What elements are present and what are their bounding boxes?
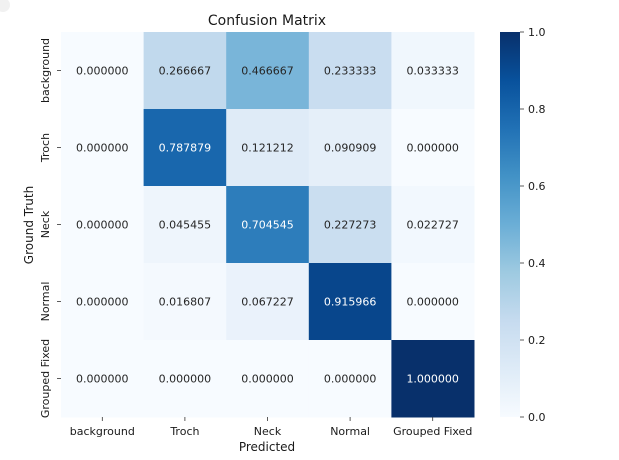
cell-value-label: 0.000000	[76, 65, 129, 78]
x-tick-label: Neck	[254, 425, 282, 438]
y-tick-label: Normal	[39, 282, 52, 322]
cell-value-label: 0.067227	[241, 296, 294, 309]
heatmap-cell	[143, 340, 227, 418]
heatmap-cell	[143, 109, 227, 187]
colorbar-tick-label: 0.4	[528, 257, 546, 270]
heatmap-cell	[143, 186, 227, 264]
cell-value-label: 0.466667	[241, 65, 294, 78]
cell-value-label: 0.016807	[159, 296, 212, 309]
cell-value-label: 0.121212	[241, 142, 294, 155]
cell-value-label: 0.227273	[324, 219, 377, 232]
colorbar-tick-label: 1.0	[528, 26, 546, 39]
heatmap-cell	[61, 263, 145, 341]
heatmap-cell	[226, 109, 310, 187]
heatmap-cell-labels: 0.000000 0.266667 0.466667 0.233333 0.033333…	[76, 65, 459, 386]
cell-value-label: 0.045455	[159, 219, 212, 232]
heatmap-cell	[226, 263, 310, 341]
cell-value-label: 0.787879	[159, 142, 212, 155]
heatmap-cell	[226, 186, 310, 264]
x-axis-label: Predicted	[239, 440, 295, 454]
colorbar-tick-label: 0.0	[528, 411, 546, 424]
x-tick-label: Normal	[330, 425, 370, 438]
heatmap-cell	[308, 109, 392, 187]
cell-value-label: 0.000000	[76, 296, 129, 309]
cell-value-label: 0.915966	[324, 296, 377, 309]
heatmap-cell	[226, 340, 310, 418]
cell-value-label: 0.000000	[324, 373, 377, 386]
heatmap-cell	[391, 109, 475, 187]
y-tick-label: Grouped Fixed	[39, 339, 52, 418]
cell-value-label: 0.033333	[406, 65, 459, 78]
y-tick-label: background	[39, 38, 52, 103]
heatmap-cell	[61, 109, 145, 187]
cell-value-label: 0.233333	[324, 65, 377, 78]
heatmap-cell	[308, 186, 392, 264]
heatmap-cell	[391, 340, 475, 418]
heatmap-cell	[308, 32, 392, 110]
chart-title: Confusion Matrix	[208, 13, 326, 29]
cell-value-label: 0.090909	[324, 142, 377, 155]
cell-value-label: 0.000000	[241, 373, 294, 386]
heatmap-cell	[61, 340, 145, 418]
heatmap-cell	[226, 32, 310, 110]
heatmap-cell	[308, 340, 392, 418]
heatmap-cell	[61, 186, 145, 264]
colorbar-tick-label: 0.2	[528, 334, 546, 347]
colorbar-gradient	[500, 32, 520, 417]
cell-value-label: 0.266667	[159, 65, 212, 78]
x-tick-labels: background Troch Neck Normal Grouped Fixed	[70, 417, 472, 438]
heatmap-cell	[391, 32, 475, 110]
cell-value-label: 0.000000	[406, 142, 459, 155]
y-tick-labels: background Troch Neck Normal Grouped Fixed	[39, 38, 61, 418]
y-tick-label: Neck	[39, 210, 52, 238]
heatmap-cell	[391, 186, 475, 264]
heatmap-cell	[308, 263, 392, 341]
cell-value-label: 1.000000	[406, 373, 459, 386]
heatmap-cell	[143, 32, 227, 110]
heatmap-cell	[61, 32, 145, 110]
cell-value-label: 0.000000	[159, 373, 212, 386]
cell-value-label: 0.000000	[406, 296, 459, 309]
cell-value-label: 0.022727	[406, 219, 459, 232]
cell-value-label: 0.000000	[76, 142, 129, 155]
heatmap-cell	[143, 263, 227, 341]
colorbar-tick-label: 0.8	[528, 103, 546, 116]
corner-icon	[0, 0, 10, 12]
y-tick-label: Troch	[39, 133, 52, 163]
cell-value-label: 0.000000	[76, 373, 129, 386]
x-tick-label: background	[70, 425, 135, 438]
colorbar: 0.0 0.2 0.4 0.6 0.8 1.0	[500, 26, 546, 424]
colorbar-tick-label: 0.6	[528, 180, 546, 193]
heatmap-cells	[61, 32, 475, 418]
x-tick-label: Grouped Fixed	[393, 425, 472, 438]
y-axis-label: Ground Truth	[22, 186, 36, 264]
heatmap-cell	[391, 263, 475, 341]
x-tick-label: Troch	[169, 425, 199, 438]
cell-value-label: 0.000000	[76, 219, 129, 232]
cell-value-label: 0.704545	[241, 219, 294, 232]
